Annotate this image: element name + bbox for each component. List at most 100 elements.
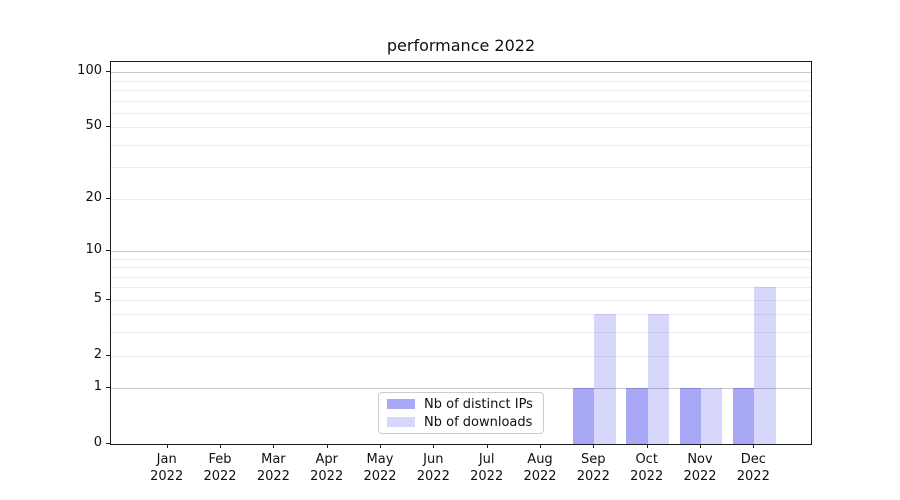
x-tick-month: Feb (208, 452, 232, 467)
minor-gridline (111, 144, 811, 146)
x-tick-year: 2022 (203, 469, 237, 484)
x-tick-year: 2022 (470, 469, 504, 484)
x-tick-mark (326, 444, 328, 448)
y-tick-label: 50 (85, 118, 102, 134)
x-tick-year: 2022 (363, 469, 397, 484)
major-gridline (111, 388, 811, 390)
x-tick-month: Aug (527, 452, 553, 467)
minor-gridline (111, 258, 811, 260)
y-tick-label: 5 (93, 290, 102, 306)
y-tick-mark (106, 126, 110, 128)
minor-gridline (111, 167, 811, 169)
legend-item-downloads: Nb of downloads (387, 415, 535, 430)
x-tick-month: Mar (261, 452, 286, 467)
y-tick-label: 20 (85, 189, 102, 205)
x-tick-mark (433, 444, 435, 448)
x-tick-year: 2022 (416, 469, 450, 484)
bar-distinct-ips (573, 388, 595, 444)
y-tick-label: 100 (77, 63, 102, 79)
minor-gridline (111, 276, 811, 278)
bar-downloads (701, 388, 723, 444)
x-tick-year: 2022 (683, 469, 717, 484)
x-tick-label: Dec 2022 (726, 451, 780, 485)
x-tick-year: 2022 (630, 469, 664, 484)
x-tick-month: Nov (687, 452, 713, 467)
legend-item-distinct-ips: Nb of distinct IPs (387, 397, 535, 412)
y-tick-mark (106, 354, 110, 356)
x-tick-year: 2022 (256, 469, 290, 484)
plot-area (110, 61, 812, 445)
x-tick-year: 2022 (736, 469, 770, 484)
minor-gridline (111, 90, 811, 91)
x-tick-month: May (366, 452, 394, 467)
major-gridline (111, 250, 811, 252)
x-tick-month: Jul (478, 452, 495, 467)
bar-downloads (647, 314, 669, 444)
minor-gridline (111, 100, 811, 102)
chart-title: performance 2022 (386, 36, 536, 55)
legend-swatch-downloads (387, 417, 415, 427)
bar-downloads (754, 287, 776, 444)
x-tick-label: May 2022 (353, 451, 407, 485)
legend: Nb of distinct IPs Nb of downloads (378, 392, 544, 434)
x-tick-year: 2022 (150, 469, 184, 484)
x-tick-label: Apr 2022 (300, 451, 354, 485)
x-tick-mark (700, 444, 701, 448)
x-tick-month: Jan (156, 452, 177, 467)
x-tick-label: Jul 2022 (460, 451, 514, 485)
y-tick-mark (106, 298, 110, 300)
y-tick-mark (106, 249, 110, 251)
y-tick-label: 2 (93, 346, 102, 362)
minor-gridline (111, 80, 811, 82)
bar-downloads (594, 314, 616, 444)
major-gridline (111, 72, 811, 74)
y-tick-mark (106, 197, 110, 199)
x-tick-month: Apr (315, 452, 338, 467)
x-tick-mark (380, 444, 381, 448)
minor-gridline (111, 267, 811, 268)
x-tick-label: Feb 2022 (193, 451, 247, 485)
minor-gridline (111, 287, 811, 289)
minor-gridline (111, 112, 811, 114)
y-tick-mark (106, 71, 110, 73)
minor-gridline (111, 314, 811, 316)
x-tick-month: Jun (423, 452, 444, 467)
x-tick-month: Dec (740, 452, 766, 467)
y-tick-label: 1 (93, 379, 102, 395)
x-tick-month: Sep (581, 452, 606, 467)
x-tick-year: 2022 (523, 469, 557, 484)
minor-gridline (111, 198, 811, 200)
x-tick-mark (593, 444, 595, 448)
x-tick-mark (273, 444, 275, 448)
bar-distinct-ips (733, 388, 755, 444)
x-tick-mark (753, 444, 755, 448)
minor-gridline (111, 355, 811, 357)
minor-gridline (111, 127, 811, 129)
y-tick-label: 10 (85, 241, 102, 257)
bar-distinct-ips (679, 388, 701, 444)
x-tick-year: 2022 (310, 469, 344, 484)
bar-distinct-ips (626, 388, 648, 444)
x-tick-month: Oct (635, 452, 658, 467)
x-tick-label: Nov 2022 (673, 451, 727, 485)
y-tick-mark (106, 443, 110, 444)
x-tick-mark (646, 444, 648, 448)
x-tick-mark (540, 444, 541, 448)
legend-swatch-distinct-ips (387, 399, 415, 409)
legend-label: Nb of downloads (424, 414, 533, 430)
x-tick-label: Jan 2022 (140, 451, 194, 485)
minor-gridline (111, 299, 811, 301)
x-tick-mark (220, 444, 221, 448)
x-tick-label: Mar 2022 (246, 451, 300, 485)
x-tick-mark (166, 444, 168, 448)
x-tick-label: Oct 2022 (620, 451, 674, 485)
y-tick-mark (106, 387, 110, 389)
y-tick-label: 0 (93, 435, 102, 450)
x-tick-mark (486, 444, 488, 448)
x-tick-year: 2022 (576, 469, 610, 484)
legend-label: Nb of distinct IPs (424, 396, 533, 412)
x-tick-label: Aug 2022 (513, 451, 567, 485)
minor-gridline (111, 332, 811, 334)
x-tick-label: Jun 2022 (406, 451, 460, 485)
